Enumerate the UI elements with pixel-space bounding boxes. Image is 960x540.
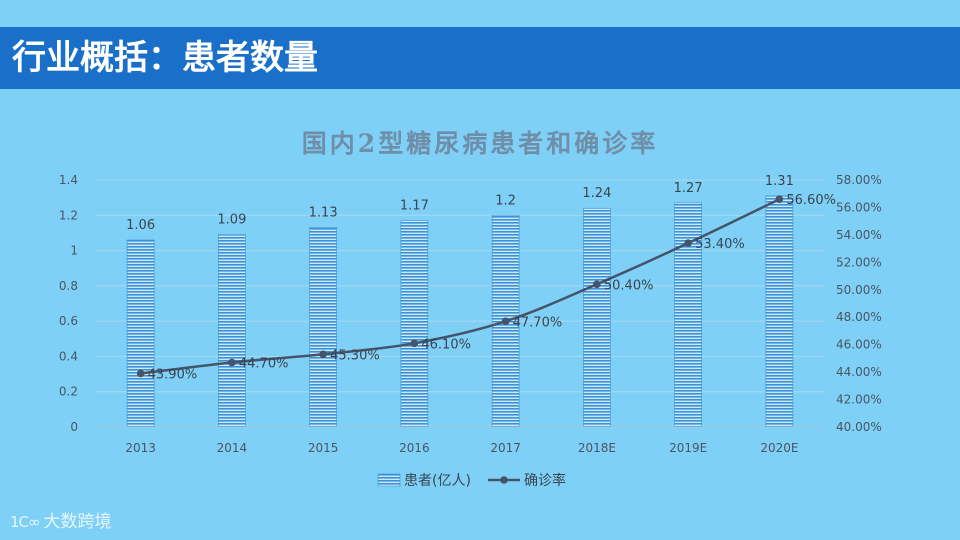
y-left-tick-label: 1.4	[59, 173, 78, 187]
bar-value-label: 1.2	[495, 193, 516, 208]
y-right-tick-label: 58.00%	[836, 173, 882, 187]
y-left-tick-label: 1.2	[59, 208, 78, 222]
watermark: 1C∞ 大数跨境	[10, 509, 112, 535]
y-right-tick-label: 46.00%	[836, 338, 882, 352]
y-right-tick-label: 54.00%	[836, 228, 882, 242]
bar	[400, 220, 429, 428]
bar-value-label: 1.13	[309, 206, 338, 221]
x-tick-label: 2014	[217, 441, 248, 455]
rate-value-label: 44.70%	[239, 357, 289, 372]
y-left-tick-label: 0	[70, 420, 78, 434]
y-right-tick-label: 44.00%	[836, 365, 882, 379]
header-bar: 行业概括：患者数量	[0, 27, 960, 89]
legend-bar-swatch	[377, 473, 401, 487]
bar-value-label: 1.27	[674, 181, 703, 196]
watermark-text: 大数跨境	[43, 512, 112, 532]
y-left-tick-label: 0.6	[59, 314, 78, 328]
rate-value-label: 43.90%	[148, 367, 198, 382]
rate-value-label: 56.60%	[786, 193, 836, 208]
rate-point	[410, 339, 419, 348]
rate-value-label: 50.40%	[604, 278, 654, 293]
x-tick-label: 2019E	[669, 441, 707, 455]
page-title: 行业概括：患者数量	[12, 38, 318, 78]
x-tick-label: 2020E	[760, 441, 798, 455]
y-left-tick-label: 0.4	[59, 349, 78, 363]
bar	[583, 207, 611, 428]
legend-line-label: 确诊率	[524, 472, 566, 489]
rate-point	[684, 239, 692, 247]
rate-value-label: 47.70%	[513, 315, 563, 330]
rate-point	[501, 317, 510, 326]
rate-value-label: 53.40%	[695, 237, 745, 252]
bar-value-label: 1.09	[217, 213, 246, 228]
y-right-tick-label: 42.00%	[836, 393, 882, 407]
bar	[218, 234, 246, 428]
legend-line-marker	[500, 476, 508, 484]
bar	[309, 227, 337, 428]
rate-value-label: 46.10%	[421, 337, 471, 352]
y-left-tick-label: 1	[70, 244, 78, 258]
y-right-tick-label: 50.00%	[836, 283, 882, 297]
bar-value-label: 1.17	[400, 199, 429, 214]
bar	[765, 195, 794, 428]
chart-title: 国内2型糖尿病患者和确诊率	[301, 129, 659, 158]
x-tick-label: 2015	[308, 441, 339, 455]
bar-value-label: 1.06	[126, 218, 155, 233]
bar-value-label: 1.24	[582, 186, 611, 201]
rate-point	[228, 358, 236, 367]
x-tick-label: 2013	[125, 441, 156, 455]
x-tick-label: 2016	[399, 441, 430, 455]
rate-value-label: 45.30%	[330, 348, 380, 363]
y-left-tick-label: 0.2	[59, 385, 78, 399]
y-left-tick-label: 0.8	[59, 279, 78, 293]
rate-point	[319, 350, 327, 359]
bar-value-label: 1.31	[765, 174, 794, 189]
x-tick-label: 2018E	[578, 441, 616, 455]
rate-point	[775, 195, 784, 204]
y-right-tick-label: 56.00%	[836, 200, 882, 214]
x-tick-label: 2017	[490, 441, 521, 455]
legend-bar-label: 患者(亿人)	[404, 473, 471, 489]
rate-point	[136, 369, 145, 378]
y-right-tick-label: 48.00%	[836, 310, 882, 324]
bar	[126, 239, 155, 428]
y-right-tick-label: 40.00%	[836, 420, 882, 434]
y-right-tick-label: 52.00%	[836, 255, 882, 269]
rate-point	[593, 280, 601, 289]
watermark-logo-icon: 1C∞	[10, 513, 40, 531]
